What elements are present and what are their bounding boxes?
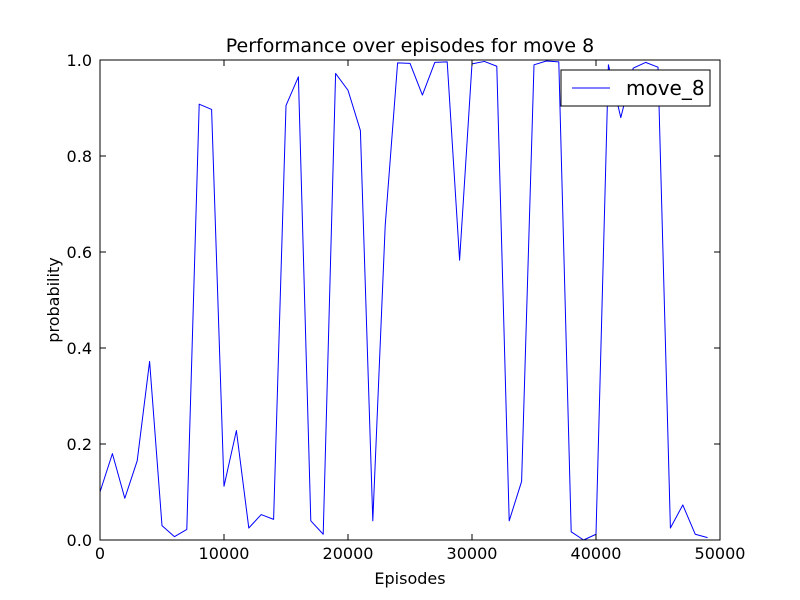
y-axis-label: probability — [44, 257, 63, 342]
x-tick-label: 0 — [95, 544, 105, 563]
x-tick-label: 40000 — [571, 544, 622, 563]
y-tick-label: 0.8 — [67, 147, 92, 166]
x-tick-label: 10000 — [199, 544, 250, 563]
y-tick-label: 0.0 — [67, 531, 92, 550]
x-tick-label: 50000 — [695, 544, 746, 563]
legend-label: move_8 — [626, 76, 705, 100]
legend: move_8 — [560, 69, 711, 107]
y-tick-label: 0.6 — [67, 243, 92, 262]
series-line-move_8 — [99, 60, 708, 541]
plot-frame — [99, 59, 721, 541]
chart-title: Performance over episodes for move 8 — [226, 35, 594, 57]
plot-background — [100, 60, 720, 540]
y-tick-label: 0.4 — [67, 339, 92, 358]
x-axis-label: Episodes — [374, 569, 445, 588]
series-layer — [99, 60, 708, 541]
y-tick-label: 0.2 — [67, 435, 92, 454]
x-tick-label: 30000 — [447, 544, 498, 563]
x-axis: 0 10000 20000 30000 40000 50000 — [95, 60, 746, 563]
x-tick-label: 20000 — [323, 544, 374, 563]
y-tick-label: 1.0 — [67, 51, 92, 70]
y-axis: 0.0 0.2 0.4 0.6 0.8 1.0 — [67, 51, 720, 550]
